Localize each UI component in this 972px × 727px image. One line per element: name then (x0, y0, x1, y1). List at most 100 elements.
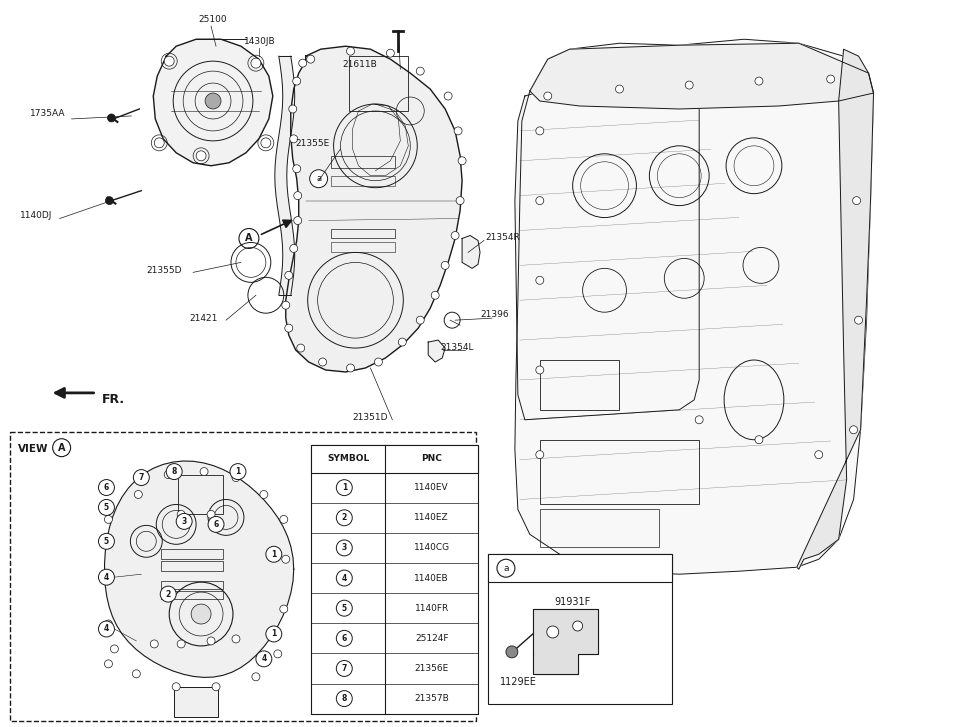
Circle shape (755, 435, 763, 443)
Text: A: A (58, 443, 65, 453)
Bar (161, 561, 223, 571)
Circle shape (543, 92, 552, 100)
Text: 21354R: 21354R (485, 233, 520, 242)
Circle shape (207, 510, 215, 518)
Circle shape (347, 364, 355, 372)
Circle shape (207, 637, 215, 645)
Circle shape (294, 217, 301, 225)
Circle shape (160, 586, 176, 602)
Text: PNC: PNC (421, 454, 442, 463)
Polygon shape (462, 236, 480, 268)
Circle shape (336, 661, 352, 676)
Circle shape (454, 127, 462, 135)
Text: 8: 8 (341, 694, 347, 703)
Text: 1140DJ: 1140DJ (19, 211, 52, 220)
Circle shape (252, 672, 260, 680)
Circle shape (98, 569, 115, 585)
Text: 8: 8 (171, 467, 177, 476)
Circle shape (536, 451, 543, 459)
Circle shape (456, 196, 464, 204)
Circle shape (536, 127, 543, 135)
Text: 1: 1 (271, 630, 276, 638)
Circle shape (205, 93, 221, 109)
Circle shape (547, 626, 559, 638)
Circle shape (105, 196, 114, 204)
Circle shape (164, 470, 172, 478)
Circle shape (444, 92, 452, 100)
Text: 4: 4 (104, 573, 109, 582)
Text: 21611B: 21611B (342, 60, 377, 68)
Text: 1430JB: 1430JB (244, 37, 275, 46)
Circle shape (497, 559, 515, 577)
Text: 1735AA: 1735AA (30, 110, 65, 119)
Circle shape (260, 491, 268, 499)
Text: 21356E: 21356E (415, 664, 449, 673)
Circle shape (296, 344, 304, 352)
Circle shape (432, 292, 439, 300)
Text: 5: 5 (342, 603, 347, 613)
Circle shape (164, 56, 174, 66)
Circle shape (208, 516, 224, 532)
Text: 6: 6 (104, 483, 109, 492)
Circle shape (536, 196, 543, 204)
Circle shape (336, 480, 352, 496)
Circle shape (280, 605, 288, 613)
Text: 21354L: 21354L (440, 342, 473, 352)
Circle shape (108, 114, 116, 122)
Bar (161, 581, 223, 589)
Text: 91931F: 91931F (555, 597, 591, 607)
Text: 25124F: 25124F (415, 634, 448, 643)
Circle shape (290, 135, 297, 142)
Bar (488, 554, 673, 704)
Text: 4: 4 (104, 624, 109, 633)
Circle shape (104, 515, 113, 523)
Text: 1: 1 (235, 467, 241, 476)
Circle shape (151, 640, 158, 648)
Text: 5: 5 (104, 537, 109, 546)
Circle shape (274, 650, 282, 658)
Circle shape (155, 138, 164, 148)
Polygon shape (105, 461, 294, 678)
Polygon shape (530, 43, 874, 109)
Circle shape (191, 604, 211, 624)
Circle shape (827, 75, 835, 83)
Text: a: a (316, 174, 321, 183)
Circle shape (98, 621, 115, 637)
Text: 7: 7 (139, 473, 144, 482)
Circle shape (200, 467, 208, 475)
Circle shape (232, 473, 240, 481)
Circle shape (298, 59, 307, 67)
Circle shape (336, 570, 352, 586)
Circle shape (104, 570, 113, 578)
Polygon shape (515, 39, 874, 574)
Circle shape (230, 464, 246, 480)
Circle shape (310, 169, 328, 188)
Text: 2: 2 (165, 590, 171, 598)
Polygon shape (797, 49, 874, 569)
Circle shape (104, 660, 113, 668)
Polygon shape (275, 56, 295, 295)
Circle shape (256, 651, 272, 667)
Circle shape (815, 451, 822, 459)
Bar (161, 591, 223, 599)
Text: 21351D: 21351D (353, 413, 388, 422)
Circle shape (111, 645, 119, 653)
Bar (330, 176, 396, 185)
Bar (311, 445, 478, 473)
Text: 1140EZ: 1140EZ (414, 513, 449, 522)
Circle shape (695, 416, 703, 424)
Circle shape (319, 358, 327, 366)
Circle shape (307, 55, 315, 63)
Text: 21355E: 21355E (295, 140, 330, 148)
Circle shape (451, 231, 459, 239)
Bar (330, 156, 396, 168)
Circle shape (458, 157, 467, 165)
Text: 3: 3 (342, 543, 347, 553)
Circle shape (166, 464, 182, 480)
Circle shape (850, 426, 857, 434)
Text: SYMBOL: SYMBOL (327, 454, 369, 463)
Circle shape (336, 540, 352, 556)
Circle shape (196, 150, 206, 161)
Circle shape (854, 316, 862, 324)
Circle shape (685, 81, 693, 89)
